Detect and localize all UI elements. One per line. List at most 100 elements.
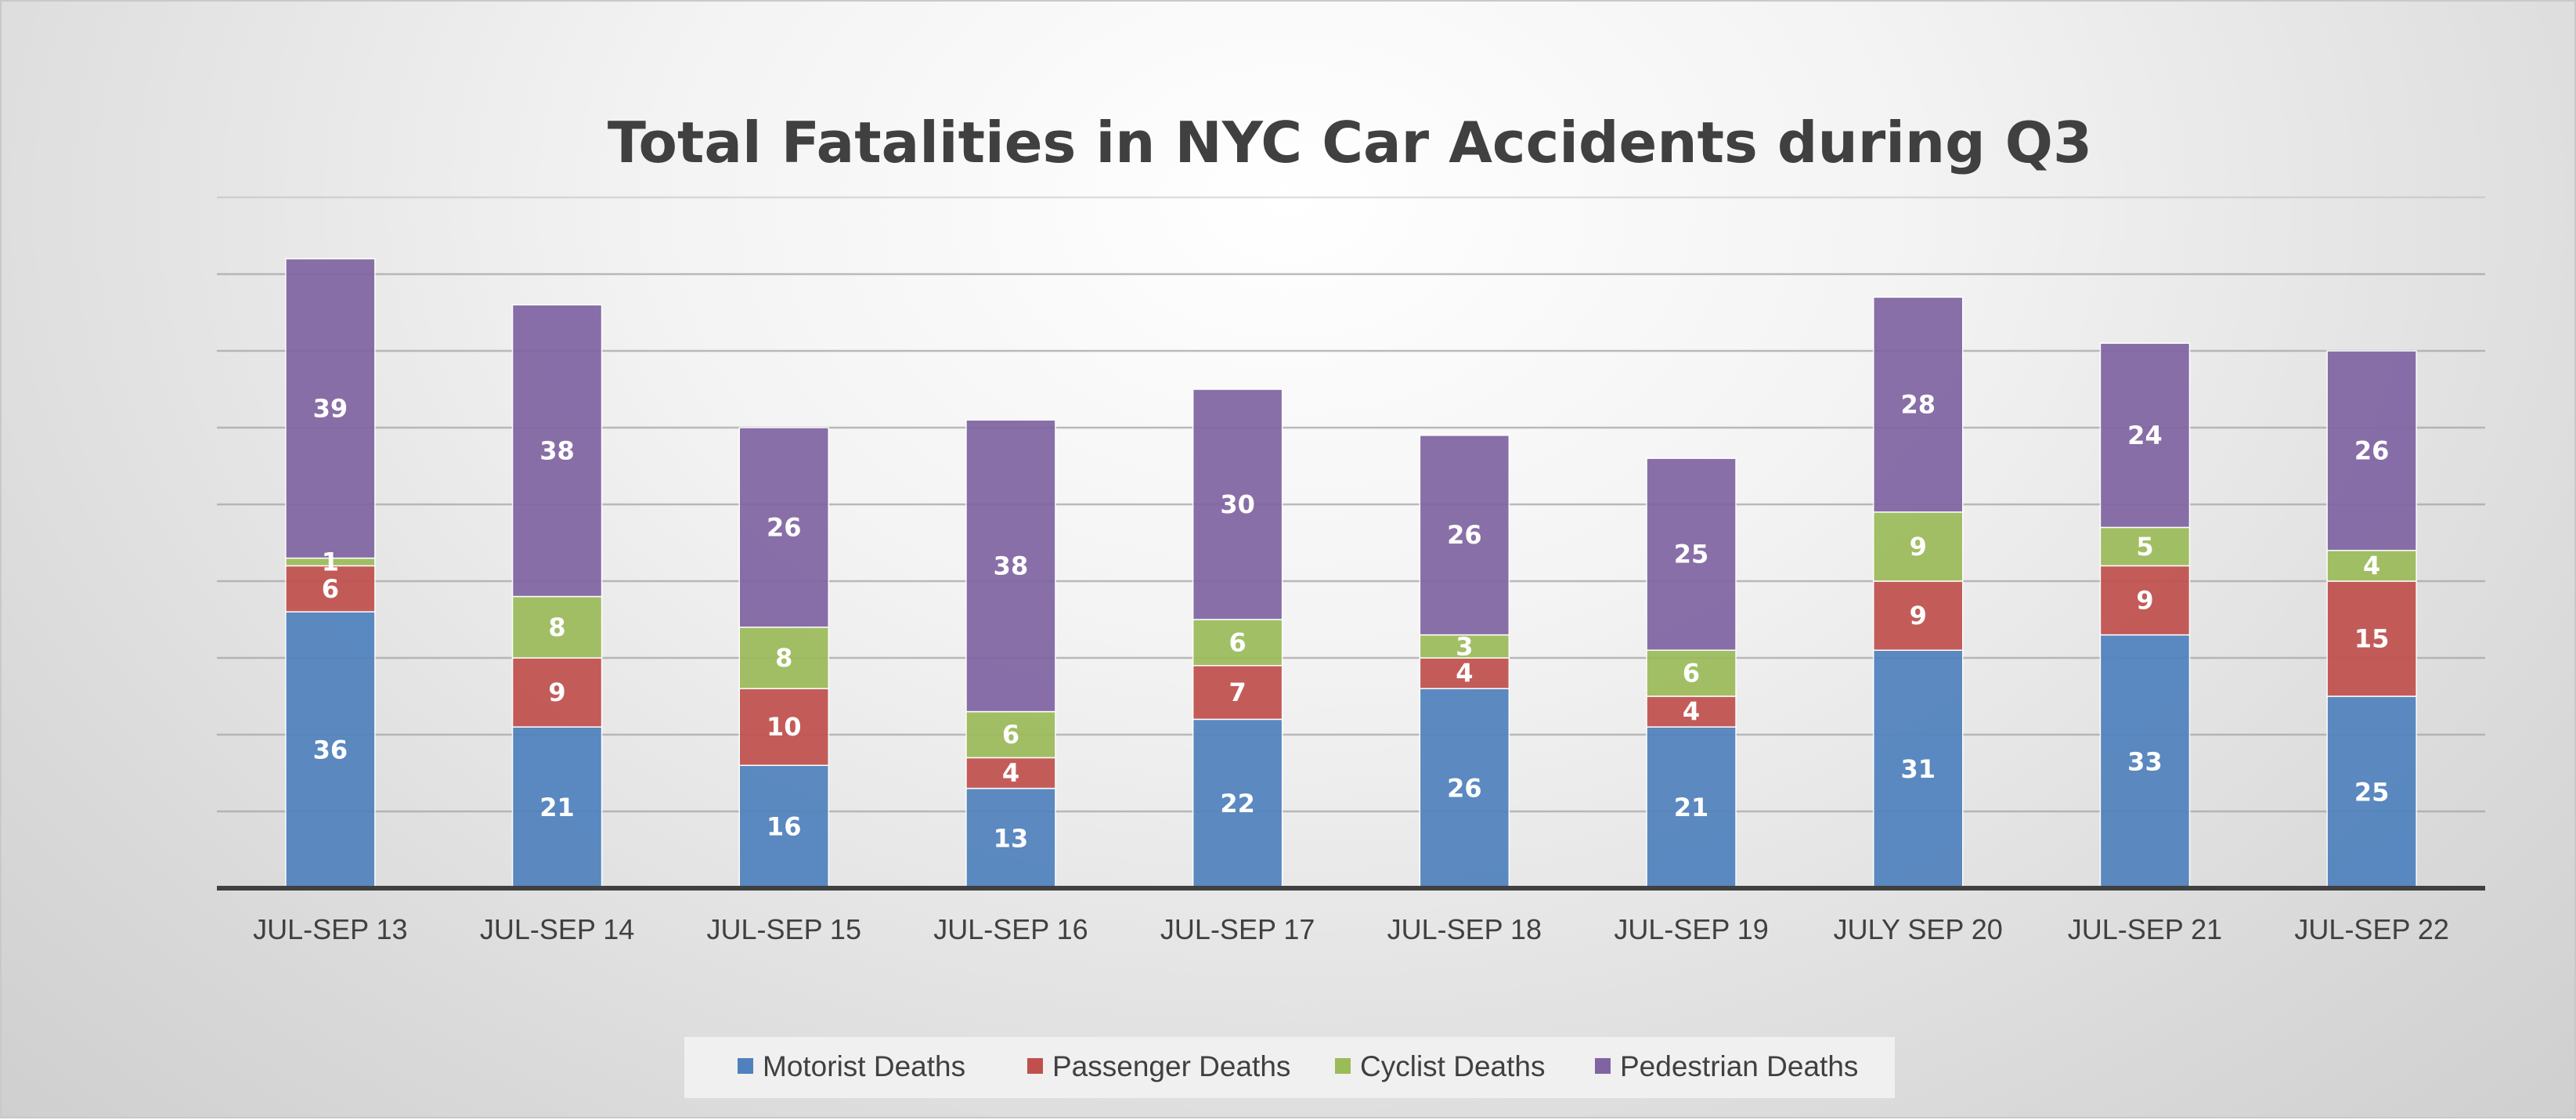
x-axis-tick-labels: JUL-SEP 13 JUL-SEP 14 JUL-SEP 15 JUL-SEP 16… [253,913,2449,945]
data-label-passenger-deaths: 4 [1456,659,1473,688]
bar-motorist-deaths [1646,726,1737,889]
bar-motorist-deaths [965,787,1056,889]
bar-passenger-deaths [965,757,1056,789]
data-label-pedestrian-deaths: 38 [994,551,1029,580]
x-tick-label: JUL-SEP 16 [933,913,1088,945]
legend-swatch-pedestrian-deaths [1595,1058,1611,1074]
bar-cyclist-deaths [511,595,603,659]
legend-swatch-passenger-deaths [1027,1058,1043,1074]
bar-motorist-deaths [511,726,603,889]
bar-cyclist-deaths [2326,550,2417,582]
bar-pedestrian-deaths [511,304,603,598]
data-label-cyclist-deaths: 8 [775,643,792,673]
data-label-pedestrian-deaths: 26 [767,512,802,542]
bar-cyclist-deaths [738,627,829,689]
bar-motorist-deaths [1419,688,1510,889]
data-label-motorist-deaths: 13 [994,823,1029,853]
bar-motorist-deaths [285,611,376,889]
data-label-pedestrian-deaths: 30 [1220,490,1255,519]
data-label-passenger-deaths: 9 [1910,601,1927,630]
data-label-pedestrian-deaths: 28 [1900,390,1936,420]
bars [285,258,2417,889]
data-label-passenger-deaths: 7 [1229,677,1247,707]
data-label-passenger-deaths: 10 [767,712,802,742]
data-label-cyclist-deaths: 8 [548,612,565,642]
data-label-motorist-deaths: 36 [313,735,348,765]
chart-title: Total Fatalities in NYC Car Accidents du… [608,110,2092,175]
x-tick-label: JUL-SEP 21 [2068,913,2222,945]
data-label-cyclist-deaths: 4 [2363,551,2380,580]
bar-passenger-deaths [1873,580,1964,651]
x-tick-label: JUL-SEP 19 [1614,913,1768,945]
x-tick-label: JUL-SEP 22 [2294,913,2448,945]
bar-passenger-deaths [285,565,376,612]
x-tick-label: JUL-SEP 13 [253,913,407,945]
data-label-pedestrian-deaths: 24 [2127,421,2163,450]
bar-cyclist-deaths [1192,619,1283,667]
bar-passenger-deaths [2326,580,2417,697]
bar-passenger-deaths [1419,657,1510,689]
data-label-cyclist-deaths: 3 [1456,631,1473,661]
bar-cyclist-deaths [965,710,1056,759]
x-tick-label: JULY SEP 20 [1834,913,2003,945]
bar-passenger-deaths [1192,665,1283,721]
bar-passenger-deaths [1646,695,1737,728]
legend-swatch-motorist-deaths [738,1058,753,1074]
data-label-pedestrian-deaths: 26 [2354,435,2390,465]
data-label-motorist-deaths: 31 [1900,754,1936,784]
legend-label-motorist-deaths: Motorist Deaths [763,1050,965,1082]
bar-pedestrian-deaths [2326,350,2417,551]
bar-pedestrian-deaths [1646,457,1737,651]
data-label-motorist-deaths: 21 [1674,793,1709,822]
bar-pedestrian-deaths [965,419,1056,713]
x-tick-label: JUL-SEP 14 [480,913,634,945]
bar-passenger-deaths [738,688,829,766]
data-label-passenger-deaths: 4 [1002,758,1019,788]
data-label-passenger-deaths: 9 [548,677,565,707]
data-label-motorist-deaths: 16 [767,812,802,842]
x-tick-label: JUL-SEP 17 [1160,913,1315,945]
legend-swatch-cyclist-deaths [1335,1058,1351,1074]
bar-passenger-deaths [511,657,603,728]
bar-passenger-deaths [2099,565,2191,636]
data-label-pedestrian-deaths: 25 [1674,540,1709,569]
legend-label-pedestrian-deaths: Pedestrian Deaths [1620,1050,1858,1082]
data-label-cyclist-deaths: 9 [1910,532,1927,562]
data-label-pedestrian-deaths: 38 [539,435,575,465]
legend-label-cyclist-deaths: Cyclist Deaths [1360,1050,1545,1082]
data-label-cyclist-deaths: 6 [1002,720,1019,750]
x-tick-label: JUL-SEP 15 [707,913,861,945]
data-label-motorist-deaths: 33 [2127,746,2163,776]
bar-motorist-deaths [2326,695,2417,889]
data-label-passenger-deaths: 4 [1683,697,1700,727]
bar-pedestrian-deaths [285,258,376,559]
bar-pedestrian-deaths [1192,388,1283,620]
bar-motorist-deaths [1192,718,1283,889]
data-label-motorist-deaths: 26 [1447,774,1482,804]
data-label-pedestrian-deaths: 26 [1447,520,1482,550]
data-label-pedestrian-deaths: 39 [313,394,348,424]
bar-cyclist-deaths [1419,634,1510,659]
data-label-passenger-deaths: 15 [2354,624,2390,654]
legend-label-passenger-deaths: Passenger Deaths [1052,1050,1290,1082]
data-labels: 3661392198381610826134638227630264326214… [313,390,2390,854]
data-label-motorist-deaths: 21 [539,793,575,822]
bar-motorist-deaths [2099,634,2191,889]
x-tick-label: JUL-SEP 18 [1387,913,1542,945]
legend-background [684,1037,1895,1098]
bar-cyclist-deaths [1873,511,1964,582]
data-label-passenger-deaths: 6 [322,574,339,604]
bar-pedestrian-deaths [1419,435,1510,636]
data-label-cyclist-deaths: 1 [322,547,339,577]
data-label-cyclist-deaths: 6 [1229,627,1247,657]
bar-pedestrian-deaths [2099,342,2191,529]
data-label-cyclist-deaths: 5 [2136,532,2153,562]
data-label-cyclist-deaths: 6 [1683,659,1700,688]
bar-pedestrian-deaths [1873,296,1964,513]
data-label-motorist-deaths: 22 [1220,789,1255,818]
bar-pedestrian-deaths [738,427,829,628]
data-label-motorist-deaths: 25 [2354,778,2390,807]
data-label-passenger-deaths: 9 [2136,586,2153,616]
